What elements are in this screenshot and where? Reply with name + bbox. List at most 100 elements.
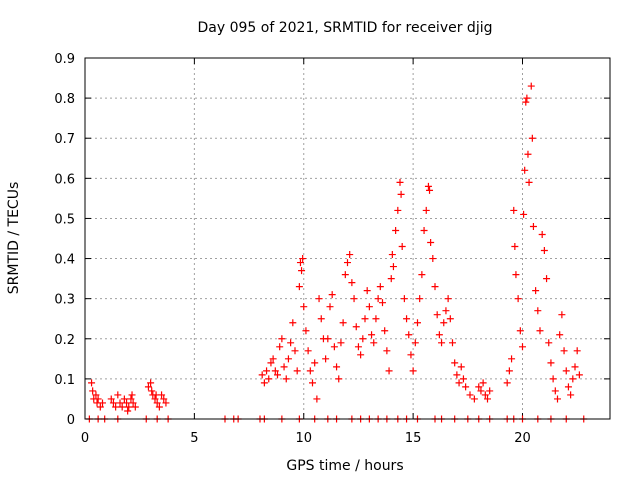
data-point — [446, 315, 454, 323]
data-point — [403, 315, 411, 323]
data-point — [368, 331, 376, 339]
data-point — [357, 351, 365, 359]
data-point — [514, 295, 522, 303]
data-point — [532, 287, 540, 295]
data-point — [549, 375, 557, 383]
data-point — [295, 283, 303, 291]
data-point — [524, 150, 532, 158]
data-point — [398, 243, 406, 251]
data-point — [162, 399, 170, 407]
data-point — [114, 391, 122, 399]
data-point — [429, 255, 437, 263]
data-point — [383, 347, 391, 355]
data-point — [519, 343, 526, 351]
data-point — [120, 395, 128, 403]
data-point — [352, 323, 360, 331]
x-tick-label: 15 — [405, 431, 422, 446]
data-point — [540, 247, 548, 255]
data-point — [405, 331, 413, 339]
data-point — [528, 134, 536, 142]
data-point — [525, 178, 533, 186]
data-point — [556, 331, 564, 339]
data-point — [409, 367, 417, 375]
data-point — [94, 395, 102, 403]
chart-title: Day 095 of 2021, SRMTID for receiver dji… — [198, 20, 493, 36]
y-tick-label: 0.2 — [54, 333, 75, 348]
data-point — [258, 371, 266, 379]
data-point — [263, 367, 271, 375]
data-point — [293, 367, 301, 375]
grid-lines — [85, 58, 610, 419]
data-point — [363, 287, 371, 295]
x-tick-label: 10 — [295, 431, 312, 446]
data-point — [523, 94, 531, 102]
data-point — [388, 251, 396, 259]
data-point — [558, 311, 566, 319]
data-point — [575, 371, 583, 379]
data-point — [411, 339, 419, 347]
data-point — [109, 399, 117, 407]
data-point — [512, 271, 520, 279]
data-point — [88, 379, 96, 387]
data-point — [527, 82, 535, 90]
data-point — [397, 190, 405, 198]
data-point — [271, 367, 279, 375]
x-tick-label: 0 — [81, 431, 89, 446]
data-point — [379, 299, 386, 307]
data-point — [372, 315, 380, 323]
data-point — [442, 307, 450, 315]
x-tick-label: 5 — [190, 431, 198, 446]
data-point — [416, 295, 424, 303]
data-point — [152, 391, 160, 399]
y-tick-label: 0.6 — [54, 172, 75, 187]
data-point — [521, 166, 529, 174]
data-point — [370, 339, 378, 347]
data-point — [128, 391, 136, 399]
data-point — [89, 387, 97, 395]
data-point — [477, 387, 485, 395]
y-tick-label: 0.5 — [54, 212, 75, 227]
data-point — [155, 403, 163, 411]
data-point — [387, 275, 395, 283]
data-point — [545, 339, 553, 347]
data-point — [431, 283, 439, 291]
data-point — [337, 339, 345, 347]
data-point — [564, 383, 572, 391]
data-point — [289, 319, 297, 327]
data-points — [85, 82, 588, 423]
data-point — [538, 230, 546, 238]
data-point — [444, 295, 452, 303]
data-point — [315, 295, 323, 303]
data-point — [299, 255, 307, 263]
data-point — [92, 391, 100, 399]
data-point — [508, 355, 516, 363]
y-tick-label: 0 — [67, 413, 75, 428]
y-tick-label: 0.9 — [54, 52, 75, 67]
data-point — [328, 291, 336, 299]
data-point — [330, 343, 338, 351]
data-point — [107, 395, 115, 403]
data-point — [475, 383, 483, 391]
data-point — [440, 319, 448, 327]
data-point — [324, 335, 332, 343]
y-tick-label: 0.3 — [54, 293, 75, 308]
data-point — [298, 267, 306, 275]
data-point — [484, 395, 491, 403]
data-point — [96, 403, 104, 411]
data-point — [302, 327, 310, 335]
data-point — [112, 403, 120, 411]
data-point — [573, 347, 581, 355]
data-point — [505, 367, 513, 375]
x-tick-label: 20 — [514, 431, 531, 446]
data-point — [123, 399, 131, 407]
data-point — [284, 355, 292, 363]
data-point — [304, 347, 312, 355]
data-point — [376, 283, 384, 291]
data-point — [339, 319, 347, 327]
axis-ticks — [84, 57, 610, 420]
y-tick-label: 0.1 — [54, 373, 75, 388]
data-point — [394, 206, 402, 214]
data-point — [374, 295, 382, 303]
data-point — [520, 210, 528, 218]
data-point — [511, 243, 519, 251]
